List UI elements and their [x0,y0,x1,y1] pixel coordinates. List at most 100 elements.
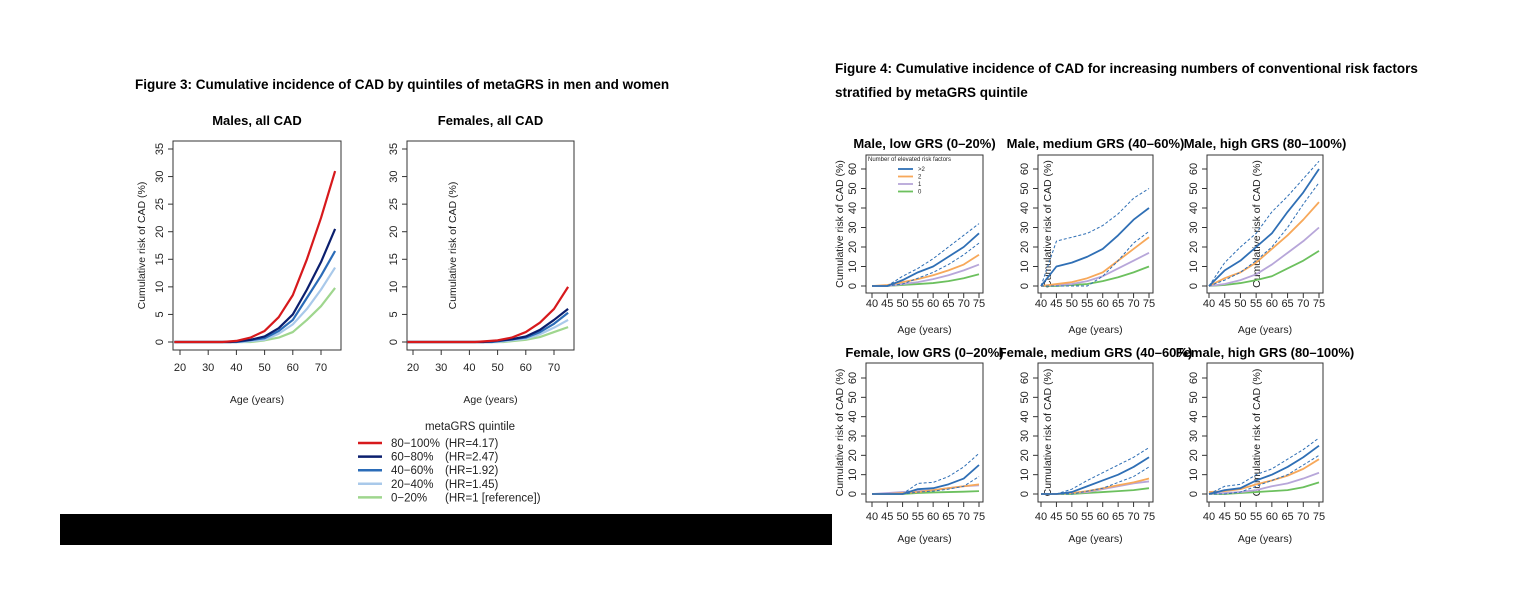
panel-title: Females, all CAD [438,113,544,128]
y-tick-label: 40 [1019,202,1031,214]
x-tick-label: 60 [1266,298,1278,310]
y-tick-label: 50 [847,182,859,194]
y-tick-label: 0 [154,339,166,345]
x-axis-label: Age (years) [1068,533,1122,545]
x-tick-label: 50 [1066,298,1078,310]
y-tick-label: 10 [154,281,166,293]
y-tick-label: 20 [1019,449,1031,461]
x-tick-label: 55 [1081,298,1093,310]
series-line-0 [174,170,337,344]
y-tick-label: 60 [1019,372,1031,384]
y-tick-label: 10 [847,469,859,481]
legend-hr: (HR=1.45) [445,479,499,491]
ci-lower-line [1209,454,1320,495]
y-tick-label: 10 [1188,469,1200,481]
series-line-1 [407,308,569,344]
y-tick-label: 50 [1019,391,1031,403]
x-tick-label: 60 [927,511,939,523]
series-line-2 [1208,226,1320,287]
x-tick-label: 40 [1203,511,1215,523]
legend-label: >2 [918,167,926,173]
x-axis-label: Age (years) [1238,533,1292,545]
series-line-0 [872,232,980,287]
x-tick-label: 50 [1234,298,1246,310]
y-axis-label: Cumulative risk of CAD (%) [1251,160,1263,288]
ci-upper-line [1208,160,1320,287]
y-tick-label: 10 [1019,260,1031,272]
legend-title: metaGRS quintile [425,421,515,433]
plot-frame [1037,362,1154,503]
y-tick-label: 20 [1019,241,1031,253]
x-tick-label: 50 [1234,511,1246,523]
y-tick-label: 25 [388,198,400,210]
y-tick-label: 30 [1019,430,1031,442]
x-tick-label: 50 [896,511,908,523]
x-axis-label: Age (years) [230,394,284,406]
plot-frame [1037,154,1154,294]
x-tick-label: 75 [1143,298,1155,310]
legend-hr: (HR=2.47) [445,452,499,464]
plot-frame [172,140,342,351]
series-line-3 [1209,481,1320,495]
x-axis-label: Age (years) [897,324,951,336]
y-tick-label: 30 [847,221,859,233]
legend-range: 20−40% [391,479,434,491]
chart-panel: Female, low GRS (0–20%) Age (years) Cumula… [834,345,1004,545]
x-tick-label: 20 [407,362,419,374]
y-axis-label: Cumulative risk of CAD (%) [834,369,846,497]
ci-lower-line [1041,231,1150,287]
ci-upper-line [1040,188,1150,287]
plot-frame [865,362,984,503]
x-tick-label: 55 [912,511,924,523]
y-tick-label: 0 [1188,491,1200,497]
x-tick-label: 55 [1250,298,1262,310]
series-line-1 [1208,458,1320,493]
x-tick-label: 70 [1127,511,1139,523]
figure4-title-line1: Figure 4: Cumulative incidence of CAD fo… [835,61,1418,76]
plot-frame [1206,362,1324,503]
x-tick-label: 45 [1219,298,1231,310]
y-tick-label: 60 [1188,372,1200,384]
y-tick-label: 50 [1188,391,1200,403]
legend-range: 80−100% [391,438,440,450]
x-tick-label: 75 [1313,298,1325,310]
series-line-0 [407,286,570,344]
x-tick-label: 20 [174,362,186,374]
x-tick-label: 60 [1266,511,1278,523]
plot-frame [865,154,984,294]
series-line-0 [1040,207,1150,287]
y-tick-label: 10 [1188,260,1200,272]
x-tick-label: 40 [230,362,242,374]
y-tick-label: 15 [154,253,166,265]
y-tick-label: 35 [388,143,400,155]
y-axis-label: Cumulative risk of CAD (%) [834,160,846,288]
y-tick-label: 50 [847,391,859,403]
y-axis-label: Cumulative risk of CAD (%) [136,182,148,310]
y-tick-label: 60 [1188,163,1200,175]
x-tick-label: 70 [1297,298,1309,310]
series-line-3 [174,266,337,344]
legend-title: Number of elevated risk factors [868,157,951,163]
x-axis-label: Age (years) [897,533,951,545]
series-line-1 [1208,201,1320,287]
legend-range: 0−20% [391,492,427,504]
x-axis-label: Age (years) [1238,324,1292,336]
x-tick-label: 40 [1203,298,1215,310]
series-line-2 [1208,471,1320,495]
chart-panel: Female, high GRS (80–100%) Age (years) Cum… [1176,345,1354,545]
x-tick-label: 40 [866,298,878,310]
y-tick-label: 25 [154,198,166,210]
plot-frame [1206,154,1324,294]
x-tick-label: 60 [520,362,532,374]
x-axis-label: Age (years) [1068,324,1122,336]
x-tick-label: 30 [435,362,447,374]
x-tick-label: 55 [1081,511,1093,523]
y-tick-label: 20 [154,226,166,238]
y-tick-label: 20 [1188,449,1200,461]
chart-panel: Male, high GRS (80–100%) Age (years) Cumul… [1184,136,1347,336]
series-line-1 [1040,236,1150,287]
x-tick-label: 70 [548,362,560,374]
ci-upper-line [1208,437,1320,495]
ci-upper-line [1041,447,1150,495]
series-line-3 [1208,250,1320,287]
